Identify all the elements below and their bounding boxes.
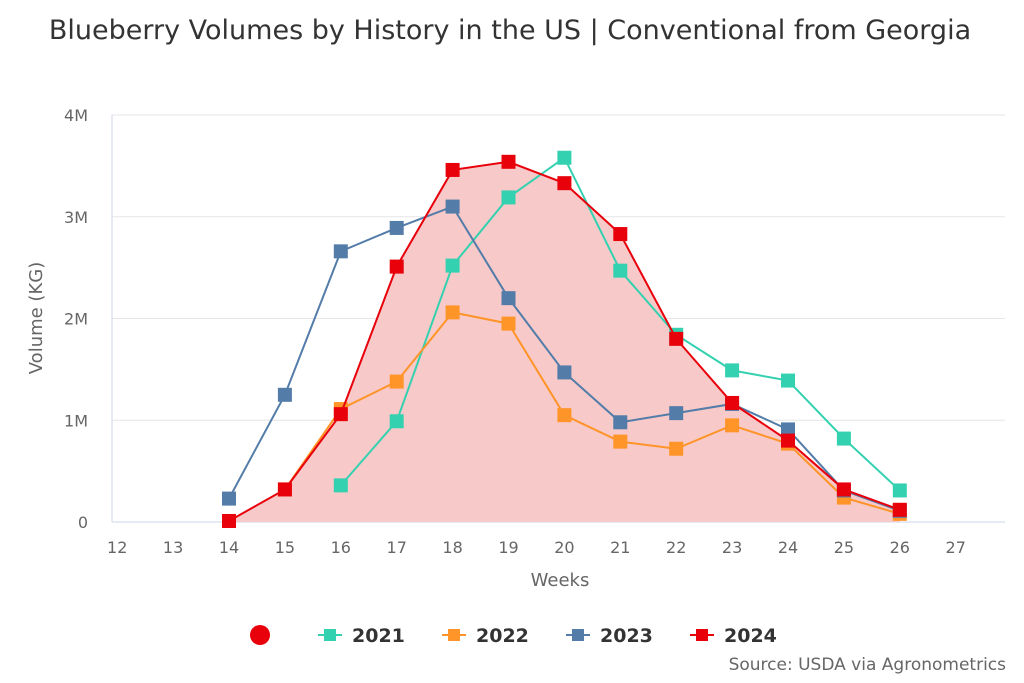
legend-marker-2024 (696, 629, 708, 641)
x-tick-label: 13 (163, 538, 183, 557)
point-2024-week-14 (222, 513, 236, 528)
y-tick-label: 2M (64, 310, 88, 329)
point-2022-week-17 (389, 374, 404, 389)
point-2021-week-23 (725, 363, 740, 378)
point-2024-week-25 (836, 482, 851, 497)
point-2021-week-17 (389, 414, 404, 429)
x-tick-label: 19 (498, 538, 518, 557)
point-2021-week-16 (333, 478, 348, 493)
point-2024-week-20 (557, 176, 572, 191)
point-2021-week-24 (781, 373, 795, 388)
legend-circle-marker (250, 625, 270, 645)
point-2024-week-23 (725, 395, 740, 410)
series-line-2022 (284, 311, 901, 515)
x-tick-label: 25 (834, 538, 854, 557)
point-2024-week-19 (501, 154, 516, 169)
point-2024-week-16 (333, 407, 348, 422)
point-2022-week-18 (445, 305, 460, 320)
x-tick-label: 22 (666, 538, 686, 557)
legend-label-2022: 2022 (476, 625, 529, 647)
point-2022-week-20 (557, 408, 572, 423)
point-2022-week-19 (501, 316, 516, 331)
point-2022-week-22 (669, 441, 684, 456)
point-2023-week-24 (781, 422, 795, 437)
point-2021-week-20 (557, 150, 572, 165)
point-2022-week-21 (613, 434, 628, 449)
x-tick-label: 16 (331, 538, 351, 557)
point-2024-week-15 (277, 482, 292, 497)
point-2023-week-22 (669, 406, 684, 421)
point-2021-week-18 (445, 258, 460, 273)
point-2023-week-18 (445, 199, 460, 214)
y-tick-label: 0 (78, 513, 88, 532)
legend-label-2024: 2024 (724, 625, 777, 647)
area-2024 (229, 161, 900, 522)
y-tick-label: 3M (64, 208, 88, 227)
x-tick-label: 20 (554, 538, 574, 557)
chart-title: Blueberry Volumes by History in the US |… (48, 15, 972, 46)
x-tick-label: 15 (275, 538, 295, 557)
point-2021-week-25 (836, 431, 851, 446)
point-2024-week-17 (389, 259, 404, 274)
legend-label-2023: 2023 (600, 625, 653, 647)
point-2024-week-21 (613, 227, 628, 242)
x-tick-label: 12 (107, 538, 127, 557)
x-tick-label: 26 (890, 538, 910, 557)
point-2023-week-17 (389, 220, 404, 235)
point-2023-week-16 (333, 244, 348, 259)
point-2023-week-14 (222, 491, 236, 506)
point-2021-week-21 (613, 263, 628, 278)
point-2023-week-21 (613, 415, 628, 430)
legend-marker-2021 (324, 629, 336, 641)
y-tick-label: 1M (64, 411, 88, 430)
point-2023-week-19 (501, 291, 516, 306)
source-note: Source: USDA via Agronometrics (728, 655, 1006, 675)
x-tick-label: 17 (387, 538, 407, 557)
point-2023-week-15 (277, 387, 292, 402)
x-tick-label: 18 (442, 538, 462, 557)
y-tick-label: 4M (64, 106, 88, 125)
legend-marker-2023 (572, 629, 584, 641)
legend-marker-2022 (448, 629, 460, 641)
point-2024-week-18 (445, 162, 460, 177)
y-axis-label: Volume (KG) (26, 262, 47, 374)
x-tick-label: 21 (610, 538, 630, 557)
point-2024-week-22 (669, 331, 684, 346)
point-2023-week-20 (557, 365, 572, 380)
x-tick-label: 14 (219, 538, 239, 557)
x-tick-label: 24 (778, 538, 798, 557)
x-tick-label: 27 (946, 538, 966, 557)
point-2024-week-24 (781, 433, 795, 448)
point-2024-week-26 (892, 502, 907, 517)
point-2021-week-19 (501, 190, 516, 205)
point-2021-week-26 (892, 483, 907, 498)
x-axis-label: Weeks (531, 570, 590, 591)
point-2022-week-23 (725, 418, 740, 433)
legend-label-2021: 2021 (352, 625, 405, 647)
x-tick-label: 23 (722, 538, 742, 557)
